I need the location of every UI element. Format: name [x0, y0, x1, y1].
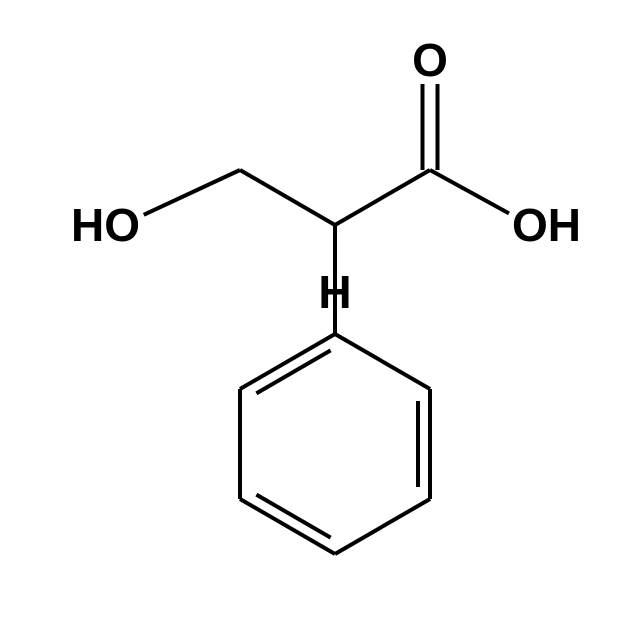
atom-label: OH — [512, 199, 581, 251]
atom-label: O — [412, 34, 448, 86]
atom-label: HO — [71, 199, 140, 251]
atom-label: H — [318, 266, 351, 318]
chemical-structure-diagram: O OH HO H — [0, 0, 640, 625]
bonds-layer — [144, 84, 509, 554]
atom-labels-layer: O OH HO H — [71, 34, 581, 318]
